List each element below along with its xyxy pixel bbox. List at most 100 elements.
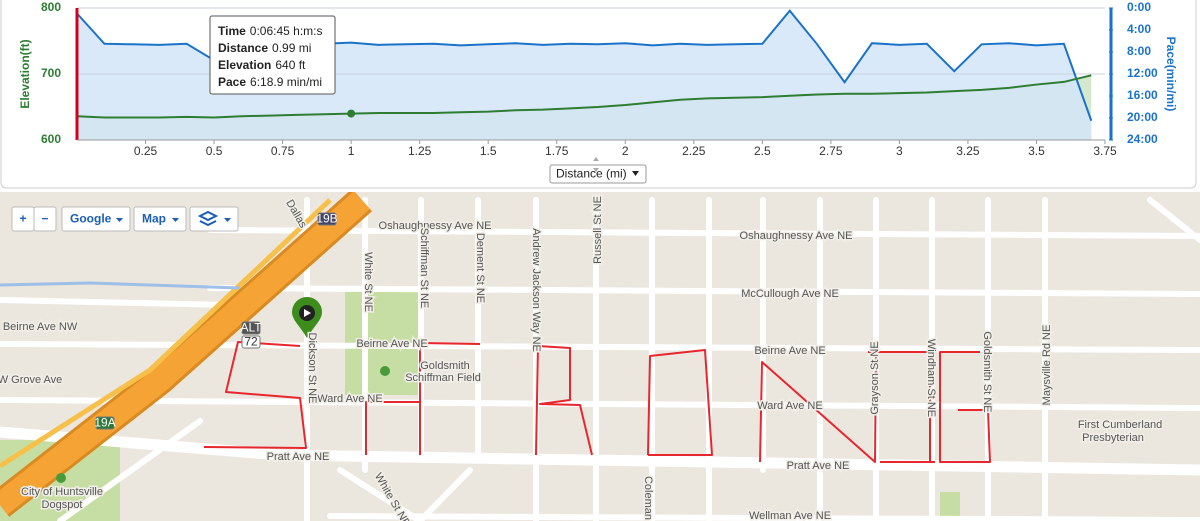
street-label: Schiffman St NE xyxy=(418,228,430,309)
route-shield-label: 72 xyxy=(244,335,258,349)
route-shield-label: 19B xyxy=(316,212,337,226)
street-label: Dement St NE xyxy=(474,233,486,303)
route-shield-label: ALT xyxy=(240,321,262,335)
street-label: Oshaughnessy Ave NE xyxy=(379,220,492,232)
tooltip-row: Time 0:06:45 h:m:s xyxy=(218,24,323,38)
tooltip-row: Pace 6:18.9 min/mi xyxy=(218,75,322,89)
y-tick-label: 800 xyxy=(41,0,61,14)
street-label: Ward Ave NE xyxy=(317,393,382,405)
map-control[interactable] xyxy=(33,206,57,232)
map-control[interactable] xyxy=(133,206,187,232)
street-label: Windham St NE xyxy=(925,339,937,417)
x-tick-label: 3.5 xyxy=(1028,144,1045,158)
tooltip-key: Pace xyxy=(218,75,246,89)
x-tick-label: 1.25 xyxy=(408,144,432,158)
route-shield xyxy=(95,416,115,430)
tooltip-key: Elevation xyxy=(218,58,271,72)
y2-tick-label: 16:00 xyxy=(1127,88,1158,102)
street-label: First Cumberland xyxy=(1078,419,1162,431)
x-tick-label: 2.75 xyxy=(819,144,843,158)
y2-tick-label: 0:00 xyxy=(1127,0,1151,14)
series-area xyxy=(77,10,1092,140)
street-label: Beirne Ave NE xyxy=(754,345,825,357)
street-label: Coleman xyxy=(642,476,654,520)
map-control-label[interactable]: Google xyxy=(70,212,112,226)
y-tick-label: 700 xyxy=(41,66,61,80)
layers-icon xyxy=(197,210,219,227)
tooltip-value: 0.99 mi xyxy=(272,41,311,55)
x-tick-label: 0.25 xyxy=(134,144,158,158)
map-control-label[interactable]: Map xyxy=(142,212,166,226)
street-label: Beirne Ave NW xyxy=(3,321,78,333)
play-icon xyxy=(304,309,311,317)
x-tick-label: 3 xyxy=(896,144,903,158)
chart: 600 700 800 0:00 4:00 8:00 12:00 16:00 20:00 24:0… xyxy=(0,0,1197,189)
street-label: McCullough Ave NE xyxy=(741,288,839,300)
street-label: Pratt Ave NE xyxy=(787,460,850,472)
tooltip-key: Time xyxy=(218,24,246,38)
route-shield xyxy=(241,321,261,335)
street-label: Maysville Rd NE xyxy=(1041,325,1053,406)
x-selector-box[interactable] xyxy=(549,164,647,184)
street-label: W Grove Ave xyxy=(0,374,62,386)
x-tick-label: 2 xyxy=(622,144,629,158)
x-tick-label: 0.75 xyxy=(271,144,295,158)
street-label: Schiffman Field xyxy=(405,372,481,384)
x-tick-label: 1.75 xyxy=(545,144,569,158)
x-tick-label: 3.75 xyxy=(1093,144,1117,158)
plot: 600 700 800 0:00 4:00 8:00 12:00 16:00 20:00 24:0… xyxy=(41,0,1158,158)
street-label: Ward Ave NE xyxy=(757,400,822,412)
y2-tick-label: 12:00 xyxy=(1127,66,1158,80)
dropdown-arrow xyxy=(632,171,639,176)
street-label: Andrew Jackson Way NE xyxy=(530,228,542,352)
y2-axis-title: Pace(min/mi) xyxy=(1164,37,1178,112)
street-label: Russell St NE xyxy=(592,196,604,264)
map-control-label[interactable]: + xyxy=(19,212,26,226)
street-label: Dickson St NE xyxy=(306,333,318,404)
y2-tick-label: 4:00 xyxy=(1127,22,1151,36)
park-icon xyxy=(380,366,390,376)
highway-ramp xyxy=(0,198,332,469)
y-axis-title: Elevation(ft) xyxy=(18,39,32,108)
tooltip-value: 640 ft xyxy=(275,58,306,72)
street-label: Goldsmith xyxy=(420,360,470,372)
tooltip-value: 6:18.9 min/mi xyxy=(250,75,322,89)
hover-point xyxy=(347,109,356,118)
x-tick-label: 0.5 xyxy=(206,144,223,158)
y-tick-label: 600 xyxy=(41,132,61,146)
route-shield-label: 19A xyxy=(94,416,115,430)
street-label: Presbyterian xyxy=(1082,432,1144,444)
x-selector-label[interactable]: Distance (mi) xyxy=(556,167,627,181)
tooltip-box xyxy=(209,15,336,95)
x-selector[interactable]: Distance (mi) xyxy=(549,164,647,184)
park-icon xyxy=(56,473,66,483)
resize-handle[interactable] xyxy=(593,157,599,172)
layers-control[interactable] xyxy=(189,206,239,232)
x-tick-label: 1 xyxy=(348,144,355,158)
x-tick-label: 2.25 xyxy=(682,144,706,158)
y2-tick-label: 20:00 xyxy=(1127,110,1158,124)
street-label: Goldsmith St NE xyxy=(981,331,993,412)
map-control[interactable] xyxy=(61,206,131,232)
street-label: Oshaughnessy Ave NE xyxy=(740,230,853,242)
dropdown-arrow xyxy=(172,218,179,222)
street-label: Wellman Ave NE xyxy=(749,510,831,521)
route-shield xyxy=(317,212,337,226)
x-tick-label: 2.5 xyxy=(754,144,771,158)
dropdown-arrow xyxy=(116,218,123,222)
series-line xyxy=(76,74,1092,119)
dropdown-arrow xyxy=(224,218,231,222)
street-label: Grayson St NE xyxy=(869,341,881,414)
tooltip-row: Distance 0.99 mi xyxy=(218,41,311,55)
tooltip-row: Elevation 640 ft xyxy=(218,58,306,72)
route-shield xyxy=(241,335,261,349)
street-label: Dogspot xyxy=(42,499,83,511)
tooltip-key: Distance xyxy=(218,41,268,55)
start-pin[interactable] xyxy=(292,297,322,338)
street-label: White St NE xyxy=(362,252,374,312)
map-control-label[interactable]: − xyxy=(41,212,48,226)
